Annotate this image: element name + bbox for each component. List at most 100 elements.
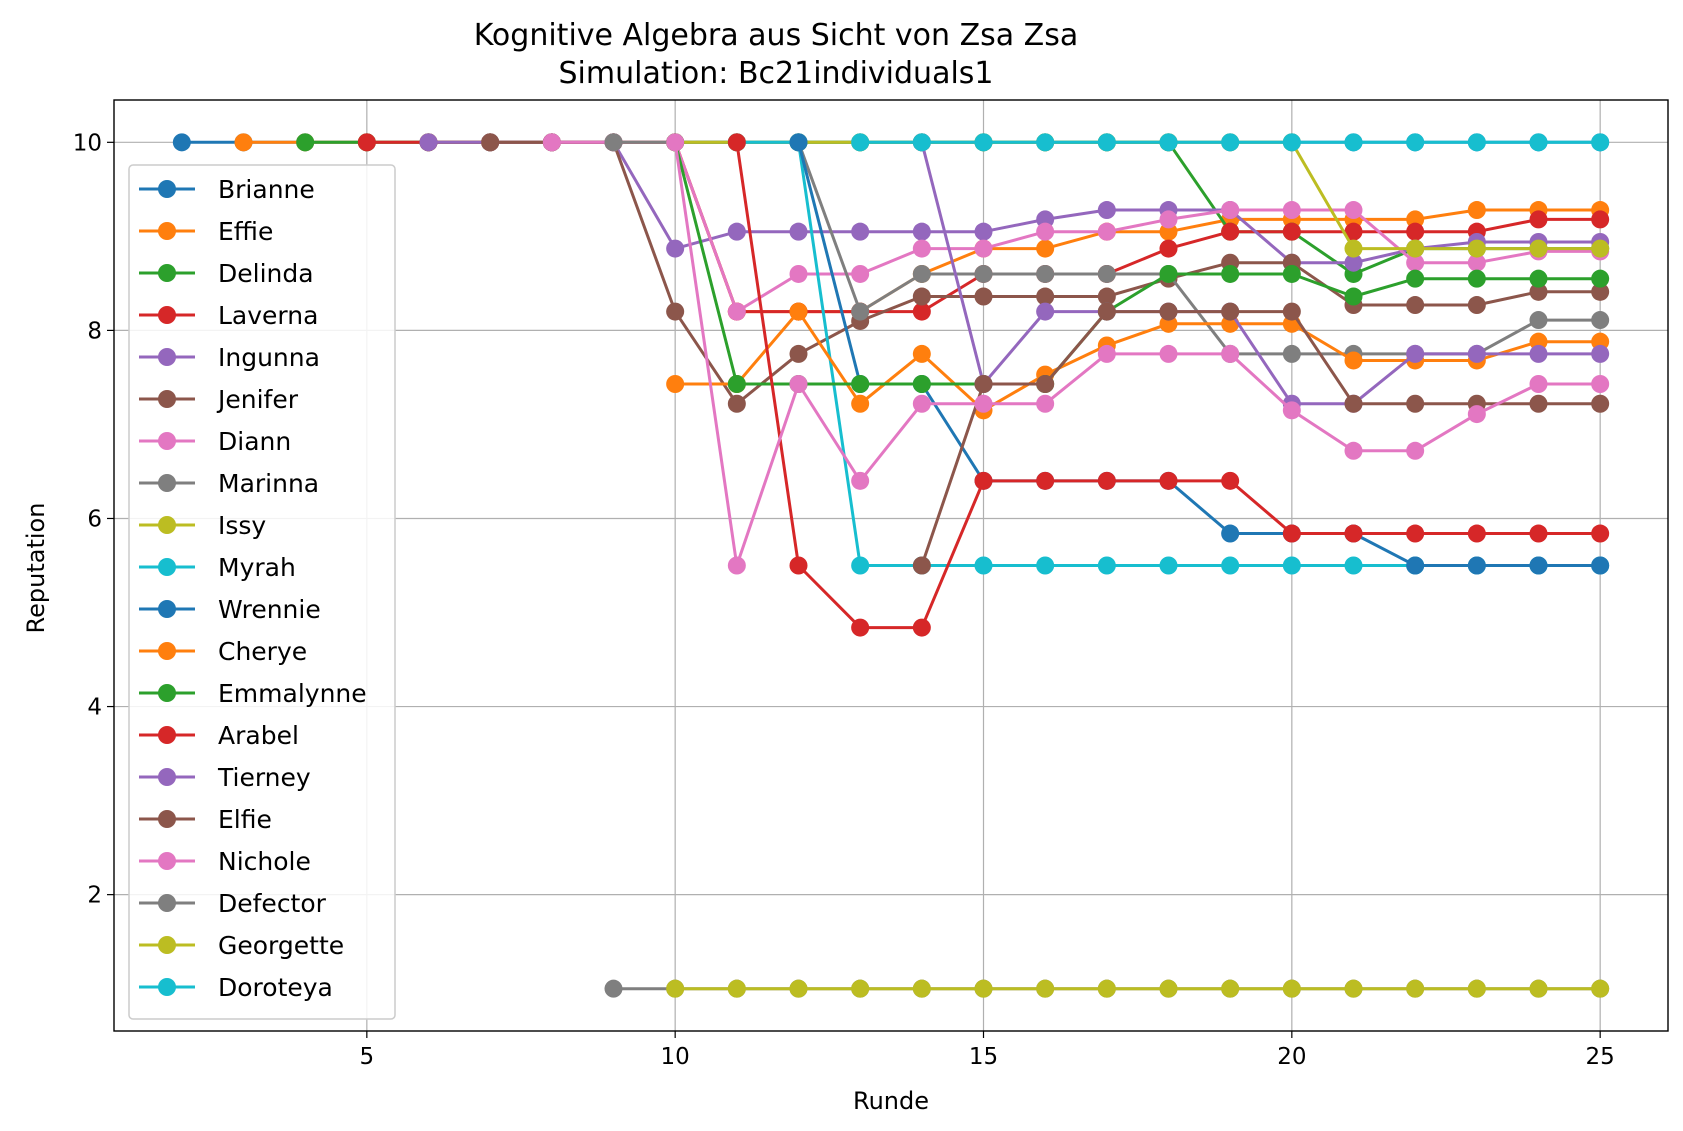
- data-point: [1036, 979, 1055, 998]
- data-point: [1097, 979, 1116, 998]
- legend-marker: [158, 558, 176, 576]
- legend-marker: [158, 600, 176, 618]
- legend-entry: Doroteya: [139, 973, 333, 1002]
- data-point: [357, 133, 376, 152]
- data-point: [1529, 344, 1548, 363]
- series-line: [428, 140, 1601, 265]
- data-point: [1036, 264, 1055, 283]
- legend-entry: Wrennie: [139, 595, 321, 624]
- legend-marker: [158, 894, 176, 912]
- data-point: [727, 375, 746, 394]
- data-point: [727, 222, 746, 241]
- data-point: [912, 222, 931, 241]
- data-point: [1036, 239, 1055, 258]
- data-point: [666, 979, 685, 998]
- data-point: [1282, 524, 1301, 543]
- series-doroteya: [851, 133, 1610, 152]
- data-point: [1344, 979, 1363, 998]
- legend-entry: Arabel: [139, 721, 299, 750]
- data-point: [974, 239, 993, 258]
- plot-frame: [113, 99, 1669, 1032]
- series-line: [673, 142, 1601, 567]
- data-point: [912, 556, 931, 575]
- legend-label: Georgette: [218, 931, 344, 960]
- data-point: [1344, 287, 1363, 306]
- data-point: [1406, 133, 1425, 152]
- legend-label: Nichole: [218, 847, 311, 876]
- data-point: [912, 239, 931, 258]
- data-point: [1159, 556, 1178, 575]
- data-point: [1036, 556, 1055, 575]
- data-point: [1159, 979, 1178, 998]
- data-point: [851, 394, 870, 413]
- data-point: [789, 264, 808, 283]
- data-point: [974, 471, 993, 490]
- data-point: [1529, 524, 1548, 543]
- legend-label: Elfie: [218, 805, 272, 834]
- legend-entry: Myrah: [139, 553, 296, 582]
- legend-entry: Laverna: [139, 301, 318, 330]
- x-tick-label: 10: [661, 1044, 690, 1070]
- data-point: [1467, 201, 1486, 220]
- legend-label: Marinna: [218, 469, 319, 498]
- data-point: [1282, 133, 1301, 152]
- data-point: [1529, 979, 1548, 998]
- data-point: [666, 239, 685, 258]
- series-line: [920, 310, 1601, 566]
- data-point: [1467, 405, 1486, 424]
- data-point: [604, 979, 623, 998]
- legend-entry: Elfie: [139, 805, 272, 834]
- data-point: [851, 556, 870, 575]
- legend-entry: Georgette: [139, 931, 344, 960]
- data-point: [1529, 375, 1548, 394]
- data-point: [1406, 441, 1425, 460]
- data-point: [1221, 264, 1240, 283]
- data-point: [727, 979, 746, 998]
- data-point: [1591, 311, 1610, 330]
- legend-marker: [158, 726, 176, 744]
- data-point: [1221, 133, 1240, 152]
- legend-marker: [158, 348, 176, 366]
- legend-entry: Nichole: [139, 847, 311, 876]
- x-tick-label: 15: [969, 1044, 998, 1070]
- data-point: [912, 264, 931, 283]
- series-lines: [172, 133, 1610, 998]
- axis-ticks: 5 10 15 20 25 2 4 6 8 10: [73, 130, 1615, 1070]
- data-point: [789, 222, 808, 241]
- x-axis-label: Runde: [853, 1087, 929, 1115]
- x-tick-label: 5: [360, 1044, 375, 1070]
- data-point: [1467, 524, 1486, 543]
- data-point: [1591, 239, 1610, 258]
- series-georgette: [666, 979, 1610, 998]
- data-point: [1159, 264, 1178, 283]
- y-axis-label: Reputation: [22, 503, 50, 634]
- series-line: [797, 141, 1601, 567]
- legend-label: Emmalynne: [218, 679, 367, 708]
- data-point: [1159, 210, 1178, 229]
- data-point: [1097, 222, 1116, 241]
- y-tick-label: 4: [87, 695, 102, 721]
- data-point: [1344, 201, 1363, 220]
- legend-marker: [158, 936, 176, 954]
- data-point: [1591, 375, 1610, 394]
- data-point: [1221, 201, 1240, 220]
- series-elfie: [912, 302, 1610, 575]
- data-point: [1344, 222, 1363, 241]
- series-arabel: [727, 133, 1610, 637]
- data-point: [1036, 471, 1055, 490]
- data-point: [974, 133, 993, 152]
- data-point: [1282, 344, 1301, 363]
- data-point: [542, 133, 561, 152]
- data-point: [974, 222, 993, 241]
- data-point: [1097, 201, 1116, 220]
- legend-label: Defector: [218, 889, 327, 918]
- data-point: [851, 375, 870, 394]
- data-point: [1282, 302, 1301, 321]
- series-line: [551, 140, 1601, 314]
- data-point: [1344, 239, 1363, 258]
- data-point: [789, 979, 808, 998]
- data-point: [1036, 222, 1055, 241]
- data-point: [1406, 524, 1425, 543]
- data-point: [604, 133, 623, 152]
